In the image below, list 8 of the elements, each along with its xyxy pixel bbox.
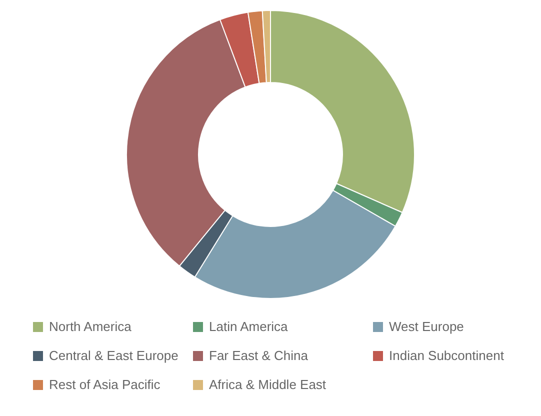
legend-label: Africa & Middle East xyxy=(209,377,326,392)
legend-label: Central & East Europe xyxy=(49,348,178,363)
legend-label: Far East & China xyxy=(209,348,308,363)
legend-label: North America xyxy=(49,319,132,334)
legend-label: West Europe xyxy=(389,319,464,334)
legend-label: Indian Subcontinent xyxy=(389,348,504,363)
legend-label: Rest of Asia Pacific xyxy=(49,377,160,392)
legend-label: Latin America xyxy=(209,319,288,334)
